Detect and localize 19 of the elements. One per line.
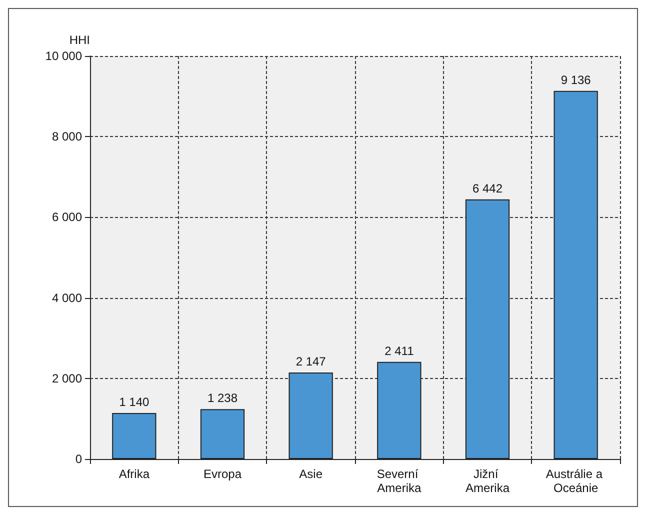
data-label: 1 140 [119, 395, 150, 410]
y-tick-label: 6 000 [52, 210, 82, 224]
x-tick-label: Evropa [203, 467, 242, 481]
x-tick-label: Asie [299, 467, 323, 481]
y-axis-title: HHI [69, 33, 90, 47]
data-label: 6 442 [472, 181, 503, 196]
x-tick-label: Jižní Amerika [465, 467, 510, 495]
y-tick-label: 4 000 [52, 290, 82, 305]
y-tick-label: 0 [75, 452, 82, 466]
x-tick-label: Austrálie a Oceánie [546, 467, 606, 495]
y-tick-label: 10 000 [45, 49, 82, 63]
data-label: 9 136 [560, 72, 592, 87]
data-label: 1 238 [207, 391, 238, 406]
y-tick-label: 2 000 [52, 371, 82, 386]
x-tick-label: Afrika [118, 467, 150, 481]
x-tick-label: Severní Amerika [376, 467, 422, 495]
data-label: 2 411 [384, 344, 414, 358]
y-tick-label: 8 000 [52, 130, 82, 144]
data-label: 2 147 [296, 354, 326, 368]
